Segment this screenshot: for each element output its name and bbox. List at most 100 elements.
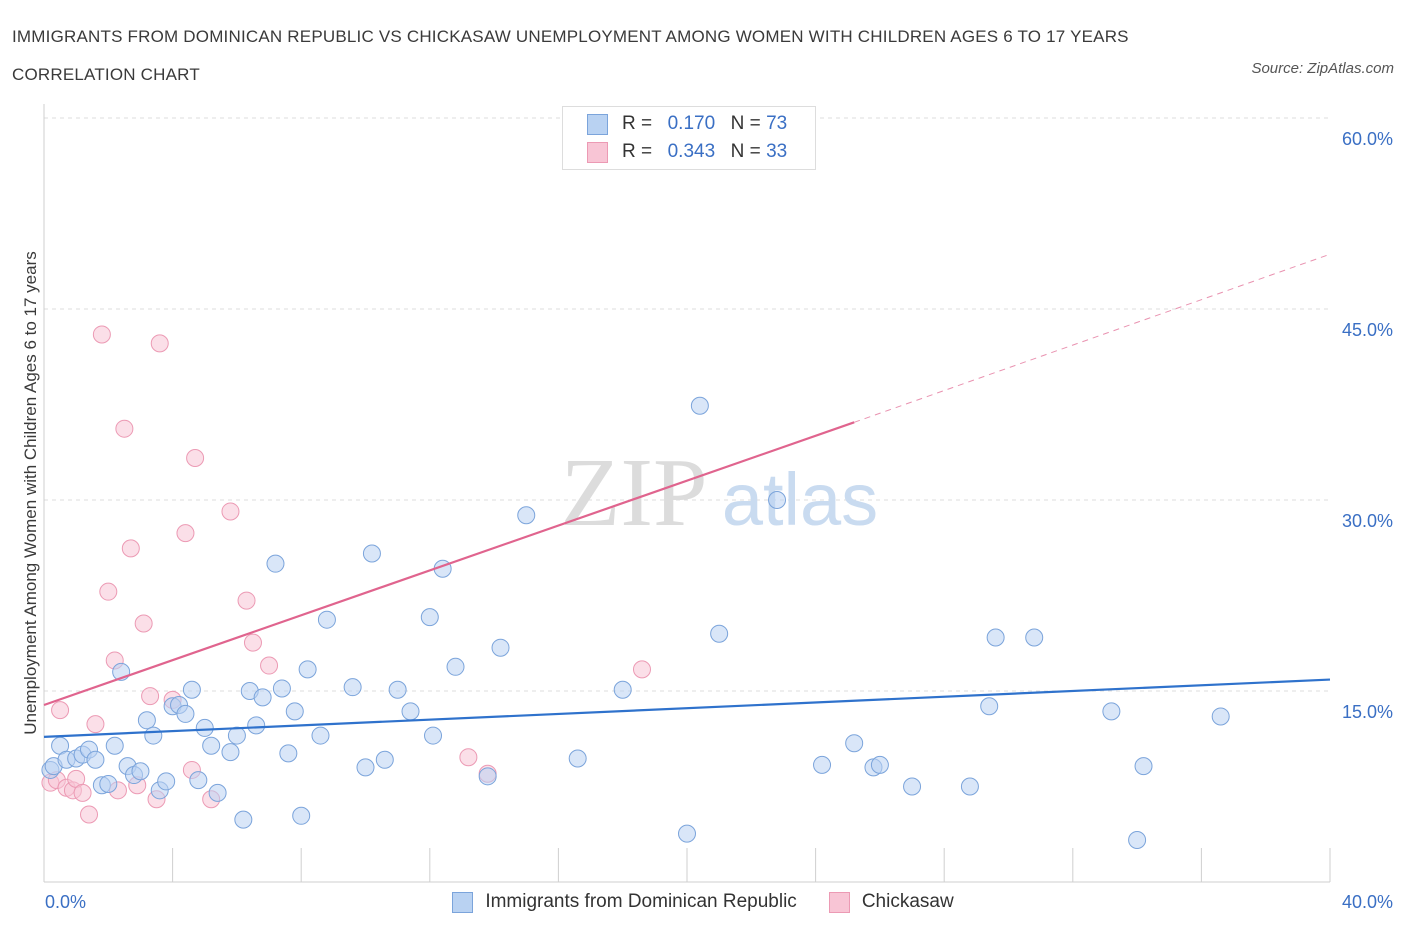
dominican-point	[986, 628, 1005, 647]
dominican-point	[401, 702, 420, 721]
legend-n-pink: 33	[766, 141, 788, 162]
legend-r-blue: 0.170	[667, 113, 716, 134]
series-legend-item-chickasaw: Chickasaw	[828, 891, 954, 913]
dominican-point	[157, 772, 176, 791]
dominican-point	[845, 734, 864, 753]
chickasaw-point	[134, 614, 153, 633]
dominican-point	[1128, 830, 1147, 849]
chickasaw-trend-extension	[854, 253, 1331, 423]
correlation-legend: R = 0.170 N = 73 R = 0.343 N = 33	[562, 106, 816, 170]
y-tick-label: 60.0%	[1342, 129, 1393, 149]
dominican-point	[960, 777, 979, 796]
dominican-point	[272, 679, 291, 698]
tick-labels: 15.0% 30.0% 45.0% 60.0% 0.0% 40.0%	[45, 129, 1393, 912]
dominican-point	[362, 544, 381, 563]
dominican-point	[298, 660, 317, 679]
source-label: Source: ZipAtlas.com	[1251, 60, 1394, 77]
watermark-zip: ZIP	[561, 439, 708, 547]
y-tick-label: 45.0%	[1342, 320, 1393, 340]
dominican-point	[1102, 702, 1121, 721]
dominican-point	[189, 771, 208, 790]
chart-title: IMMIGRANTS FROM DOMINICAN REPUBLIC VS CH…	[12, 27, 1129, 84]
chickasaw-point	[51, 701, 70, 720]
chickasaw-point	[186, 448, 205, 467]
dominican-point	[131, 762, 150, 781]
grid-layer	[44, 117, 1330, 692]
dominican-point	[420, 608, 439, 627]
legend-n-blue: 73	[766, 113, 788, 134]
dominican-point	[208, 783, 227, 802]
dominican-point	[980, 697, 999, 716]
dominican-point	[678, 824, 696, 843]
chickasaw-point	[73, 783, 92, 802]
chickasaw-point	[86, 715, 105, 734]
dominican-point	[613, 680, 632, 699]
dominican-point	[279, 744, 298, 763]
y-axis-label: Unemployment Among Women with Children A…	[21, 251, 40, 735]
chickasaw-point	[459, 748, 478, 767]
dominican-point	[517, 506, 536, 525]
x-tick-label: 40.0%	[1342, 892, 1393, 912]
series-swatch-pink	[828, 891, 850, 913]
chickasaw-point	[99, 582, 118, 601]
watermark-atlas: atlas	[722, 458, 878, 541]
dominican-point	[266, 554, 285, 573]
series-swatch-blue	[452, 891, 474, 913]
dominican-point	[870, 755, 889, 774]
dominican-points	[41, 396, 1230, 849]
chickasaw-point	[141, 687, 160, 706]
dominican-point	[182, 680, 201, 699]
dominican-point	[221, 743, 240, 762]
chickasaw-point	[237, 591, 256, 610]
dominican-point	[388, 680, 407, 699]
y-tick-label: 15.0%	[1342, 702, 1393, 722]
legend-row-pink: R = 0.343 N = 33	[587, 139, 787, 165]
axes-layer	[43, 104, 1331, 883]
chickasaw-point	[260, 656, 279, 675]
series-label-dominican: Immigrants from Dominican Republic	[485, 891, 797, 912]
dominican-point	[195, 718, 214, 737]
chickasaw-point	[80, 805, 99, 824]
dominican-point	[343, 678, 362, 697]
dominican-point	[446, 657, 465, 676]
dominican-point	[710, 624, 729, 643]
dominican-point	[813, 755, 832, 774]
dominican-point	[227, 726, 246, 745]
dominican-point	[1025, 628, 1044, 647]
legend-swatch-blue	[587, 113, 608, 135]
dominican-point	[690, 396, 709, 415]
dominican-point	[768, 491, 787, 509]
x-tick-label: 0.0%	[45, 892, 86, 912]
dominican-trend-line	[43, 678, 1331, 738]
legend-r-label: R =	[622, 141, 653, 162]
dominican-point	[311, 726, 330, 745]
dominican-point	[356, 758, 375, 777]
legend-row-blue: R = 0.170 N = 73	[587, 111, 787, 137]
dominican-point	[137, 711, 156, 730]
chickasaw-point	[221, 502, 240, 521]
chickasaw-trend-line	[43, 421, 855, 707]
chickasaw-point	[92, 325, 111, 344]
trend-lines	[43, 253, 1331, 738]
dominican-point	[234, 810, 253, 829]
series-label-chickasaw: Chickasaw	[861, 891, 954, 912]
legend-n-label: N =	[730, 113, 761, 134]
chickasaw-point	[115, 419, 134, 438]
chickasaw-point	[150, 334, 169, 353]
dominican-point	[317, 610, 336, 629]
chickasaw-point	[243, 633, 262, 652]
dominican-point	[903, 777, 922, 796]
dominican-point	[144, 726, 163, 745]
dominican-point	[285, 702, 304, 721]
series-legend: Immigrants from Dominican Republic Chick…	[0, 888, 1406, 916]
dominican-point	[424, 726, 443, 745]
dominican-point	[202, 736, 221, 755]
legend-r-label: R =	[622, 113, 653, 134]
y-tick-label: 30.0%	[1342, 511, 1393, 531]
chickasaw-point	[121, 539, 140, 558]
chickasaw-point	[632, 660, 651, 679]
legend-r-pink: 0.343	[667, 141, 716, 162]
dominican-point	[568, 749, 587, 768]
chickasaw-point	[176, 524, 195, 543]
